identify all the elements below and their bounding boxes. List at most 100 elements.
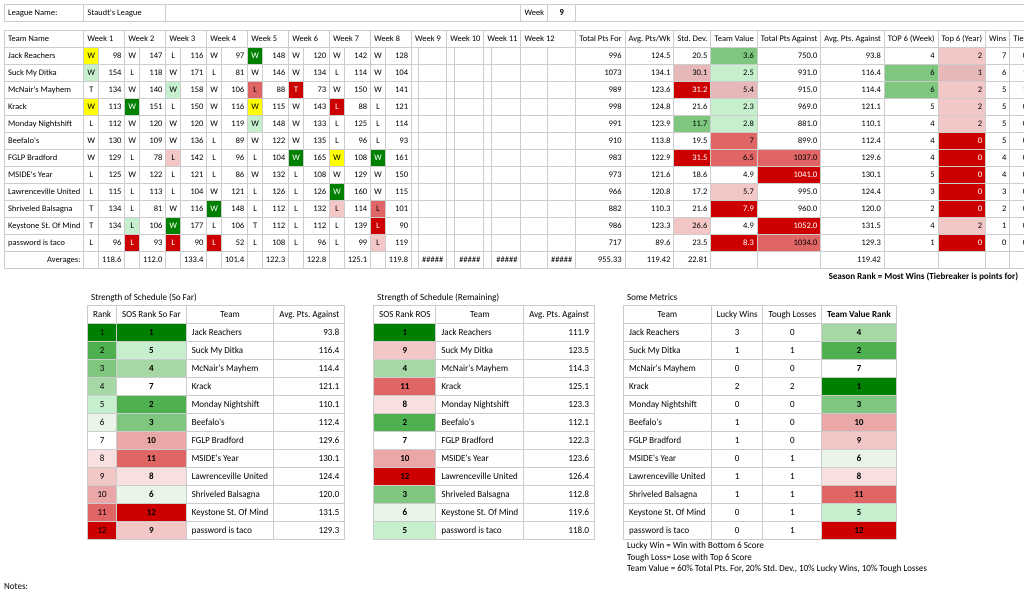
team-name: Krack [5,99,84,116]
week-score: 99 [344,235,370,252]
week-result: W [248,99,263,116]
team-name: McNair's Mayhem [5,82,84,99]
week-result: L [248,150,263,167]
week-score: 143 [303,99,329,116]
team-name: MSIDE's Year [5,167,84,184]
week-result: W [371,65,386,82]
team-name: password is taco [5,235,84,252]
week-score: 78 [139,150,165,167]
week-result: W [84,48,99,65]
week-result: L [125,201,140,218]
week-score: 96 [344,133,370,150]
week-result: W [84,133,99,150]
week-score: 126 [262,184,288,201]
averages-row: Averages:118.6112.0133.4101.4122.3122.81… [5,252,1024,269]
team-row: password is tacoL96L93L90L52L108L96L99L1… [5,235,1024,252]
week-result: W [289,116,304,133]
week-result: L [248,184,263,201]
week-score: 141 [385,82,411,99]
week-result: W [371,184,386,201]
week-result: L [207,133,222,150]
week-score: 88 [262,82,288,99]
week-score: 121 [385,99,411,116]
week-score: 135 [303,133,329,150]
team-row: Shriveled BalsagnaT134L81W116W148L112L13… [5,201,1024,218]
week-score: 108 [303,167,329,184]
week-result: W [289,65,304,82]
week-score: 139 [344,218,370,235]
team-row: McNair's MayhemT134W140W158W106L88T73W15… [5,82,1024,99]
team-row: KrackW113W151L150W116W115W143L88L1219981… [5,99,1024,116]
week-result: W [248,65,263,82]
week-score: 106 [221,218,247,235]
week-score: 96 [303,235,329,252]
week-result: W [84,65,99,82]
team-row: Monday NightshiftL112W120W120W119W148W13… [5,116,1024,133]
week-score: 98 [98,48,124,65]
week-score: 104 [180,184,206,201]
sos-remain-title: Strength of Schedule (Remaining) [373,292,595,305]
week-result: W [330,184,345,201]
week-score: 101 [385,201,411,218]
week-result: L [289,201,304,218]
week-score: 108 [262,235,288,252]
week-result: L [84,167,99,184]
week-score: 96 [98,235,124,252]
team-name: Keystone St. Of Mind [5,218,84,235]
week-score: 133 [303,116,329,133]
week-result: W [166,82,181,99]
week-result: W [166,116,181,133]
team-name: Jack Reachers [5,48,84,65]
week-result: L [248,235,263,252]
week-result: W [125,82,140,99]
week-result: L [371,235,386,252]
week-score: 112 [262,218,288,235]
week-result: W [207,201,222,218]
week-score: 115 [385,184,411,201]
week-score: 90 [385,218,411,235]
week-score: 112 [303,218,329,235]
week-score: 148 [262,48,288,65]
notes-label: Notes: [4,575,1020,592]
week-result: T [84,82,99,99]
week-result: L [207,150,222,167]
week-result: W [125,116,140,133]
week-score: 120 [303,48,329,65]
week-result: W [248,133,263,150]
week-score: 116 [180,48,206,65]
week-result: L [166,99,181,116]
week-result: L [289,235,304,252]
week-score: 125 [98,167,124,184]
week-score: 88 [344,99,370,116]
week-score: 116 [180,201,206,218]
metrics-title: Some Metrics [623,292,927,305]
week-score: 114 [344,201,370,218]
week-score: 136 [180,133,206,150]
week-score: 134 [98,218,124,235]
week-result: W [330,48,345,65]
week-result: W [84,150,99,167]
week-score: 147 [139,48,165,65]
week-result: L [166,235,181,252]
week-result: W [289,48,304,65]
week-score: 114 [344,65,370,82]
week-score: 171 [180,65,206,82]
rank-note: Season Rank = Most Wins (Tiebreaker is p… [4,269,1018,282]
team-row: Lawrenceville UnitedL115L113L104W121L126… [5,184,1024,201]
week-result: W [166,65,181,82]
week-score: 125 [344,116,370,133]
week-result: L [125,65,140,82]
week-score: 93 [385,133,411,150]
week-score: 73 [303,82,329,99]
week-score: 146 [262,65,288,82]
week-score: 142 [344,48,370,65]
week-score: 177 [180,218,206,235]
week-result: T [248,218,263,235]
week-score: 113 [98,99,124,116]
week-result: L [330,235,345,252]
week-score: 142 [180,150,206,167]
sos-sofar-title: Strength of Schedule (So Far) [87,292,345,305]
week-result: W [371,167,386,184]
week-score: 150 [385,167,411,184]
week-score: 158 [180,82,206,99]
